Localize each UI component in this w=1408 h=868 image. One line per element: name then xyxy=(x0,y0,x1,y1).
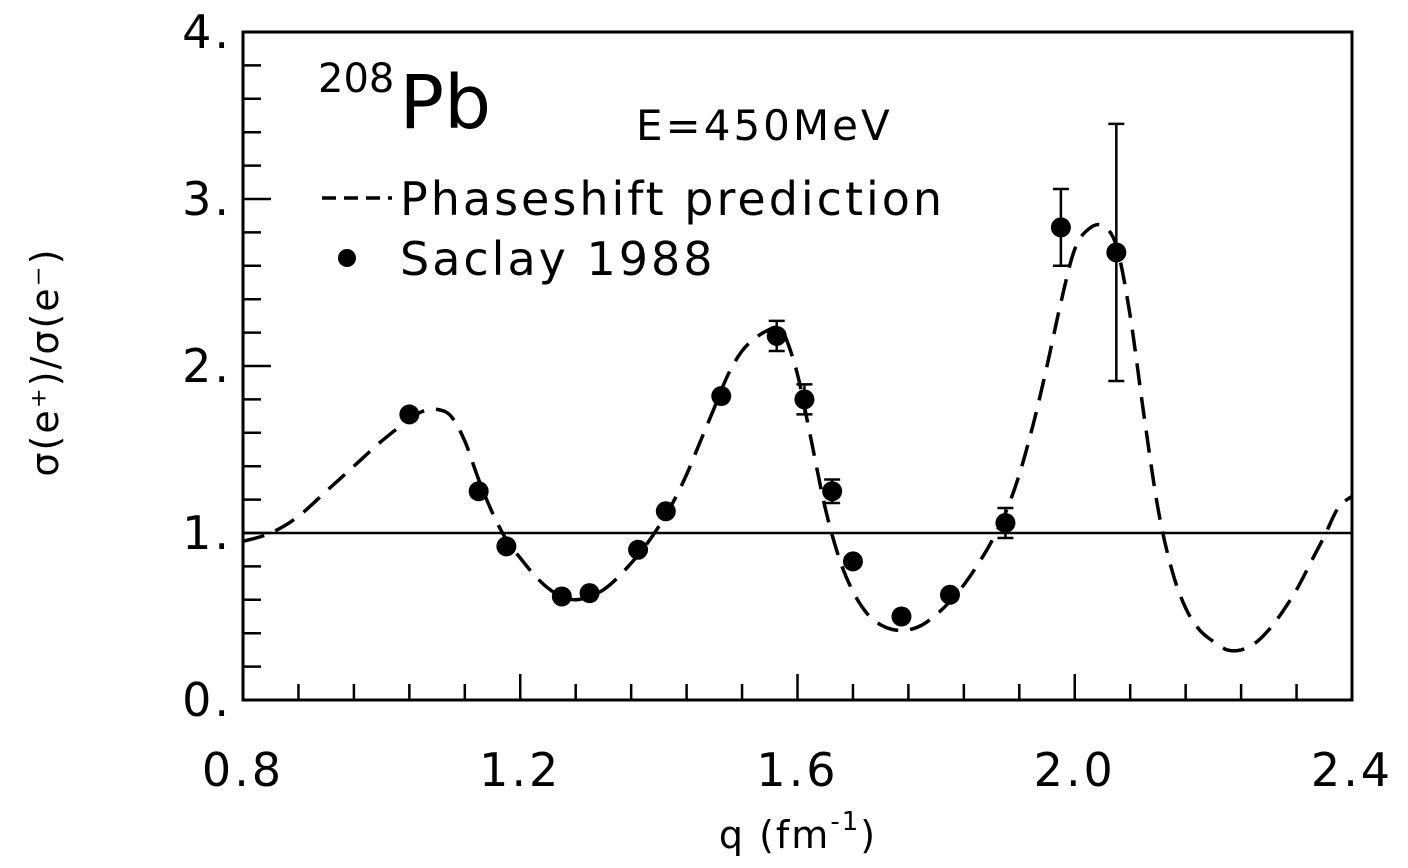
x-tick-label: 2.0 xyxy=(1034,743,1116,797)
minor-ticks xyxy=(243,64,1298,700)
data-point xyxy=(822,481,843,502)
x-axis-title: q (fm-1) xyxy=(719,807,877,857)
y-tick-label: 3. xyxy=(182,172,232,226)
x-tick-label: 0.8 xyxy=(202,743,284,797)
data-point xyxy=(579,583,600,604)
saclay-1988-points xyxy=(399,122,1127,627)
y-tick-label: 2. xyxy=(182,339,232,393)
data-point xyxy=(628,539,649,560)
y-tick-label: 4. xyxy=(182,5,232,59)
data-point xyxy=(766,325,787,346)
nucleus-mass-number: 208 xyxy=(318,56,394,102)
x-axis-title-close: ) xyxy=(860,813,877,857)
data-point xyxy=(1050,217,1071,238)
data-point xyxy=(551,586,572,607)
plot-frame xyxy=(241,30,1354,702)
energy-label: E=450MeV xyxy=(636,101,893,150)
nucleus-label: 208 Pb xyxy=(318,56,491,146)
data-point xyxy=(496,536,517,557)
data-point xyxy=(794,389,815,410)
legend-point-marker xyxy=(338,249,356,267)
nucleus-symbol: Pb xyxy=(399,60,491,146)
phaseshift-prediction-curve xyxy=(242,222,1354,653)
data-point xyxy=(939,584,960,605)
data-point xyxy=(842,551,863,572)
legend-label-saclay: Saclay 1988 xyxy=(400,232,716,286)
y-axis-title: σ(e⁺)/σ(e⁻) xyxy=(23,247,67,476)
x-tick-label: 1.6 xyxy=(756,743,838,797)
y-tick-label: 1. xyxy=(182,506,232,560)
data-point xyxy=(655,501,676,522)
x-tick-labels: 0.8 1.2 1.6 2.0 2.4 xyxy=(202,743,1393,797)
data-point xyxy=(891,606,912,627)
x-tick-label: 1.2 xyxy=(479,743,561,797)
data-point xyxy=(711,386,732,407)
x-axis-title-exponent: -1 xyxy=(830,807,860,837)
y-tick-labels: 0. 1. 2. 3. 4. xyxy=(182,5,232,727)
legend-label-prediction: Phaseshift prediction xyxy=(400,172,945,226)
data-point xyxy=(1106,242,1127,263)
x-axis-title-base: q (fm xyxy=(719,813,830,857)
data-point xyxy=(995,512,1016,533)
data-point xyxy=(399,404,420,425)
data-point xyxy=(468,481,489,502)
x-tick-label: 2.4 xyxy=(1311,743,1393,797)
y-tick-label: 0. xyxy=(182,673,232,727)
legend: Phaseshift prediction Saclay 1988 xyxy=(322,172,945,286)
